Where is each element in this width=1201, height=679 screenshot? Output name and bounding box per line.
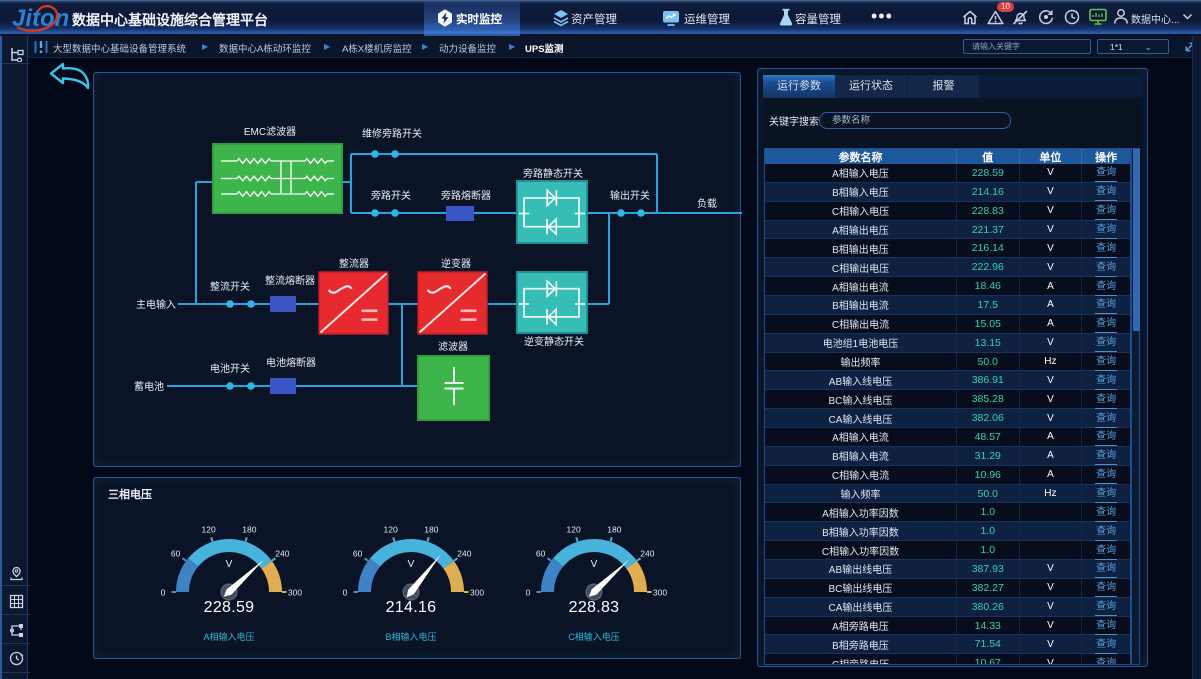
svg-text:240: 240: [457, 549, 471, 559]
svg-text:V: V: [408, 559, 415, 570]
svg-text:整流开关: 整流开关: [210, 280, 250, 293]
svg-text:维修旁路开关: 维修旁路开关: [362, 127, 422, 140]
svg-text:V: V: [226, 559, 233, 570]
svg-text:120: 120: [202, 525, 216, 535]
svg-text:电池熔断器: 电池熔断器: [266, 356, 316, 369]
svg-text:120: 120: [384, 525, 398, 535]
svg-text:旁路开关: 旁路开关: [371, 189, 411, 202]
svg-text:V: V: [591, 559, 598, 570]
svg-text:180: 180: [607, 525, 621, 535]
svg-text:240: 240: [275, 549, 289, 559]
svg-text:60: 60: [353, 549, 363, 559]
svg-text:负载: 负载: [697, 197, 717, 210]
svg-text:180: 180: [242, 525, 256, 535]
svg-text:60: 60: [536, 549, 546, 559]
svg-text:180: 180: [424, 525, 438, 535]
svg-text:输出开关: 输出开关: [610, 189, 650, 202]
svg-text:逆变器: 逆变器: [441, 257, 471, 270]
svg-text:旁路静态开关: 旁路静态开关: [523, 167, 583, 180]
svg-text:0: 0: [161, 588, 166, 598]
svg-text:整流器: 整流器: [339, 257, 369, 270]
svg-text:逆变静态开关: 逆变静态开关: [524, 335, 584, 348]
svg-text:300: 300: [653, 588, 667, 598]
svg-text:120: 120: [567, 525, 581, 535]
svg-text:蓄电池: 蓄电池: [134, 380, 164, 393]
svg-text:0: 0: [343, 588, 348, 598]
svg-text:300: 300: [470, 588, 484, 598]
svg-text:旁路熔断器: 旁路熔断器: [441, 189, 491, 202]
svg-text:0: 0: [526, 588, 531, 598]
svg-text:电池开关: 电池开关: [210, 362, 250, 375]
svg-text:300: 300: [288, 588, 302, 598]
svg-text:主电输入: 主电输入: [136, 298, 176, 311]
svg-text:240: 240: [640, 549, 654, 559]
svg-text:整流熔断器: 整流熔断器: [265, 274, 315, 287]
svg-text:60: 60: [171, 549, 181, 559]
svg-text:EMC滤波器: EMC滤波器: [244, 125, 296, 138]
svg-text:滤波器: 滤波器: [438, 340, 468, 353]
